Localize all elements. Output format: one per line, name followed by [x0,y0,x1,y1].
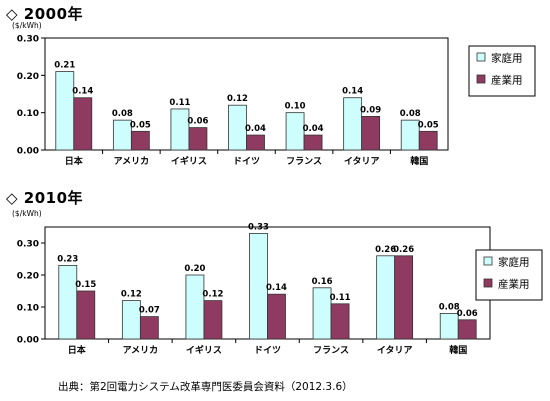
c2-y-tick-label-0: 0.00 [17,336,39,346]
c2-x-tick-label-6: 韓国 [449,344,467,356]
c1-data-label-industrial-6: 0.05 [418,120,439,130]
c2-data-label-industrial-0: 0.15 [75,280,96,290]
c2-legend-label-1: 産業用 [498,278,530,291]
c2-x-tick-label-0: 日本 [68,344,87,356]
c1-bar-household-3 [228,104,247,151]
c1-data-label-industrial-5: 0.09 [360,105,381,115]
c1-bar-industrial-4 [303,134,323,151]
c1-legend-swatch-0 [476,52,486,62]
c1-y-tick-label-3: 0.30 [17,35,39,45]
c1-legend-label-0: 家庭用 [491,52,523,65]
c2-legend-swatch-0 [483,256,493,266]
c2-bar-industrial-1 [139,316,159,340]
c2-bar-industrial-2 [203,300,223,340]
c1-x-tick-label-6: 韓国 [410,155,428,167]
c1-data-label-industrial-3: 0.04 [245,124,266,134]
c1-data-label-household-5: 0.14 [342,87,363,97]
c2-y-tick-label-1: 0.10 [17,304,39,314]
c1-bar-industrial-6 [418,130,438,151]
c2-x-tick-label-3: ドイツ [254,345,281,356]
c1-bar-industrial-3 [246,134,265,151]
c2-bar-household-2 [185,274,205,340]
c2-bar-household-3 [249,232,268,340]
c1-y-unit-label: ($/kWh) [12,21,42,30]
c1-bar-industrial-2 [188,127,208,151]
c2-x-tick-label-1: アメリカ [123,345,159,356]
c1-bar-household-4 [285,112,305,151]
c2-legend-label-0: 家庭用 [498,256,530,269]
c2-data-label-industrial-3: 0.14 [266,283,287,293]
c2-data-label-household-5: 0.26 [375,245,396,255]
chart-2000: ($/kWh) 0.00 0.10 0.20 0.30 日本 0.21 0.14 アメリカ 0.0… [12,21,536,167]
c2-data-label-household-1: 0.12 [121,290,142,300]
c1-data-label-household-3: 0.12 [227,94,248,104]
c1-data-label-household-2: 0.11 [169,98,190,108]
c1-x-tick-label-4: フランス [286,156,322,167]
c2-bar-household-4 [312,287,332,340]
c1-data-label-household-6: 0.08 [400,109,421,119]
c2-data-label-industrial-6: 0.06 [457,309,478,319]
c1-bar-industrial-1 [130,130,150,151]
c1-bar-industrial-5 [361,116,381,151]
c2-data-label-household-2: 0.20 [184,264,205,274]
c2-data-label-industrial-4: 0.11 [330,293,351,303]
c2-x-tick-label-5: イタリア [377,344,413,356]
c1-x-tick-label-3: ドイツ [233,156,260,167]
c1-data-label-industrial-0: 0.14 [72,87,93,97]
c2-data-label-household-4: 0.16 [312,277,333,287]
c1-data-label-industrial-2: 0.06 [187,117,208,127]
c1-x-tick-label-2: イギリス [171,155,207,167]
c2-x-tick-label-2: イギリス [186,344,222,356]
c2-y-tick-label-3: 0.30 [17,240,39,250]
c2-x-tick-label-4: フランス [313,345,349,356]
c2-data-label-industrial-1: 0.07 [139,306,160,316]
c1-data-label-industrial-4: 0.04 [303,124,324,134]
c2-bar-industrial-3 [267,293,286,340]
c1-y-tick-label-2: 0.20 [17,72,39,82]
c2-bar-industrial-6 [457,319,477,340]
c2-data-label-industrial-2: 0.12 [202,290,223,300]
c1-y-tick-label-0: 0.00 [17,147,39,157]
chart1-title: ◇ 2000年 [6,5,84,23]
c1-data-label-household-4: 0.10 [285,102,306,112]
chart-2010: ($/kWh) 0.00 0.10 0.20 0.30 日本 0.23 0.15 アメリカ 0.1… [12,209,543,356]
c2-bar-household-5 [376,255,396,340]
c2-bar-industrial-4 [330,303,350,340]
c1-legend-swatch-1 [476,74,486,84]
c2-bar-household-1 [121,300,141,340]
c1-legend-label-1: 産業用 [491,74,523,87]
c2-data-label-household-6: 0.08 [439,302,460,312]
c1-data-label-household-0: 0.21 [54,61,75,71]
c2-bar-industrial-5 [394,255,414,340]
c1-data-label-industrial-1: 0.05 [130,120,151,130]
c2-bar-industrial-0 [76,290,96,340]
c2-data-label-industrial-5: 0.26 [393,245,414,255]
chart2-title: ◇ 2010年 [6,189,84,207]
c2-bar-household-0 [58,264,78,340]
c1-x-tick-label-1: アメリカ [114,156,150,167]
c1-data-label-household-1: 0.08 [112,109,133,119]
c2-data-label-household-3: 0.33 [248,222,269,232]
c2-bar-household-6 [439,312,459,340]
c1-y-tick-label-1: 0.10 [17,109,39,119]
c1-bar-industrial-0 [73,97,93,151]
c2-data-label-household-0: 0.23 [57,254,78,264]
c2-y-tick-label-2: 0.20 [17,272,39,282]
c1-x-tick-label-0: 日本 [65,155,84,167]
source-note: 出典：第2回電力システム改革専門医委員会資料（2012.3.6） [58,381,353,393]
c1-x-tick-label-5: イタリア [344,155,380,167]
c2-y-unit-label: ($/kWh) [12,209,42,218]
c2-legend-swatch-1 [483,278,493,288]
